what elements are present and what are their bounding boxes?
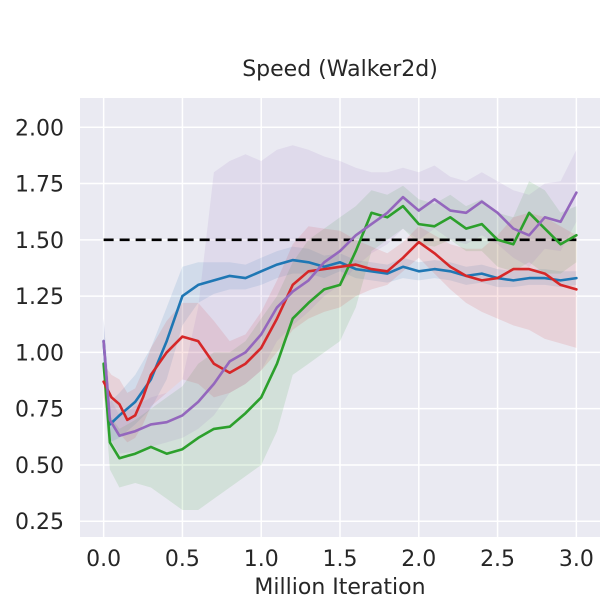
x-tick-label: 1.0 bbox=[244, 547, 279, 572]
y-tick-label: 0.75 bbox=[15, 398, 64, 423]
y-tick-label: 0.50 bbox=[15, 454, 64, 479]
y-tick-label: 1.25 bbox=[15, 285, 64, 310]
series-line bbox=[102, 204, 578, 460]
x-tick-label: 2.5 bbox=[480, 547, 515, 572]
x-tick-label: 0.0 bbox=[86, 547, 121, 572]
series-line bbox=[102, 191, 578, 437]
x-tick-label: 1.5 bbox=[323, 547, 358, 572]
x-tick-label: 2.0 bbox=[401, 547, 436, 572]
x-tick-label: 0.5 bbox=[165, 547, 200, 572]
chart-title: Speed (Walker2d) bbox=[242, 57, 438, 82]
y-tick-label: 2.00 bbox=[15, 116, 64, 141]
y-tick-label: 1.50 bbox=[15, 229, 64, 254]
y-tick-label: 1.75 bbox=[15, 173, 64, 198]
x-tick-label: 3.0 bbox=[559, 547, 594, 572]
tick-labels: 0.0 0.5 1.0 1.5 2.0 2.5 3.0 0.25 0.50 0.75 1.00 1.2… bbox=[15, 116, 594, 572]
y-tick-label: 1.00 bbox=[15, 341, 64, 366]
y-tick-label: 0.25 bbox=[15, 510, 64, 535]
x-axis-label: Million Iteration bbox=[254, 575, 425, 600]
series-lines bbox=[102, 191, 578, 460]
grid bbox=[80, 98, 600, 537]
